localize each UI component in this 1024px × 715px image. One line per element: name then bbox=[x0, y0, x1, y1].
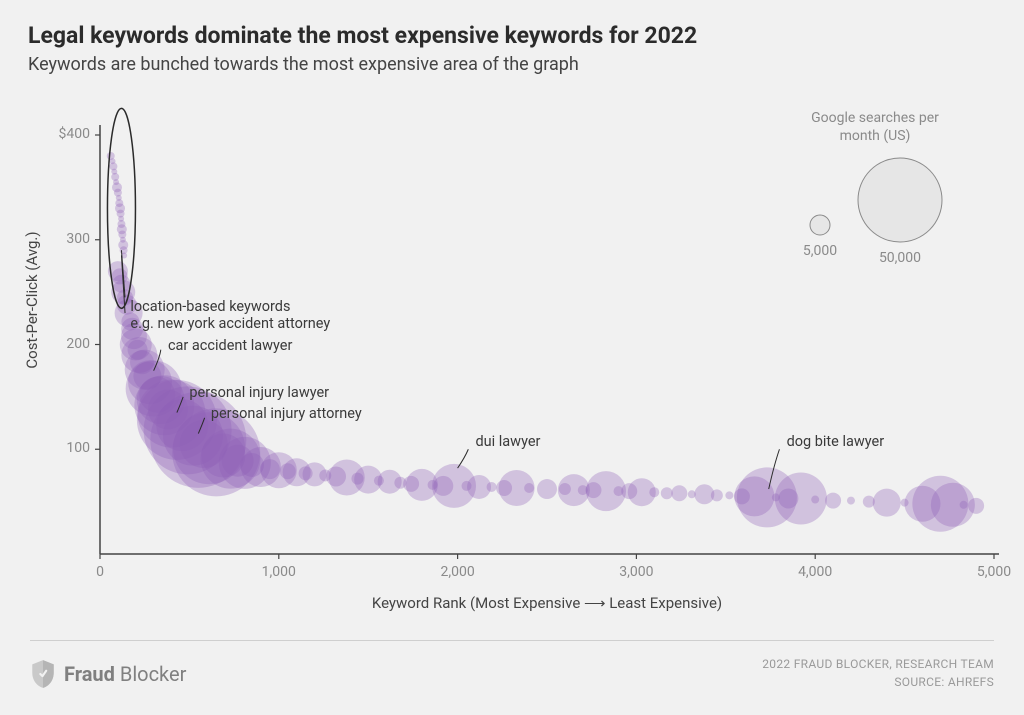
chart-container: Legal keywords dominate the most expensi… bbox=[0, 0, 1024, 715]
x-axis-label: Keyword Rank (Most Expensive ⟶ Least Exp… bbox=[100, 594, 994, 612]
chart-annotation: location-based keywords e.g. new york ac… bbox=[130, 298, 330, 332]
legend-title: Google searches per month (US) bbox=[790, 110, 960, 145]
footer-credits: 2022 FRAUD BLOCKER, RESEARCH TEAM SOURCE… bbox=[762, 655, 994, 691]
footer-line-1: 2022 FRAUD BLOCKER, RESEARCH TEAM bbox=[762, 655, 994, 673]
chart-annotation: personal injury attorney bbox=[211, 405, 362, 422]
chart-annotation: car accident lawyer bbox=[168, 337, 292, 354]
x-tick-label: 1,000 bbox=[254, 564, 304, 580]
footer-line-2: SOURCE: AHREFS bbox=[762, 673, 994, 691]
x-tick-label: 4,000 bbox=[790, 564, 840, 580]
y-tick-label: 100 bbox=[40, 440, 90, 456]
y-tick-label: 200 bbox=[40, 336, 90, 352]
x-tick-label: 2,000 bbox=[433, 564, 483, 580]
x-tick-label: 5,000 bbox=[969, 564, 1019, 580]
chart-annotation: dui lawyer bbox=[475, 433, 540, 450]
x-tick-label: 3,000 bbox=[611, 564, 661, 580]
y-tick-label: 300 bbox=[40, 231, 90, 247]
footer-brand: Fraud Blocker bbox=[30, 659, 186, 689]
y-tick-label: $400 bbox=[40, 126, 90, 142]
y-axis-label: Cost-Per-Click (Avg.) bbox=[23, 175, 41, 425]
brand-prefix: Fraud bbox=[64, 662, 115, 686]
chart-footer: Fraud Blocker 2022 FRAUD BLOCKER, RESEAR… bbox=[30, 640, 994, 701]
legend-item-label: 5,000 bbox=[790, 243, 850, 259]
chart-annotation: dog bite lawyer bbox=[787, 433, 885, 450]
chart-annotation: personal injury lawyer bbox=[189, 384, 329, 401]
shield-icon bbox=[30, 659, 56, 689]
x-tick-label: 0 bbox=[75, 564, 125, 580]
brand-suffix: Blocker bbox=[120, 662, 187, 686]
legend-item-label: 50,000 bbox=[870, 250, 930, 266]
